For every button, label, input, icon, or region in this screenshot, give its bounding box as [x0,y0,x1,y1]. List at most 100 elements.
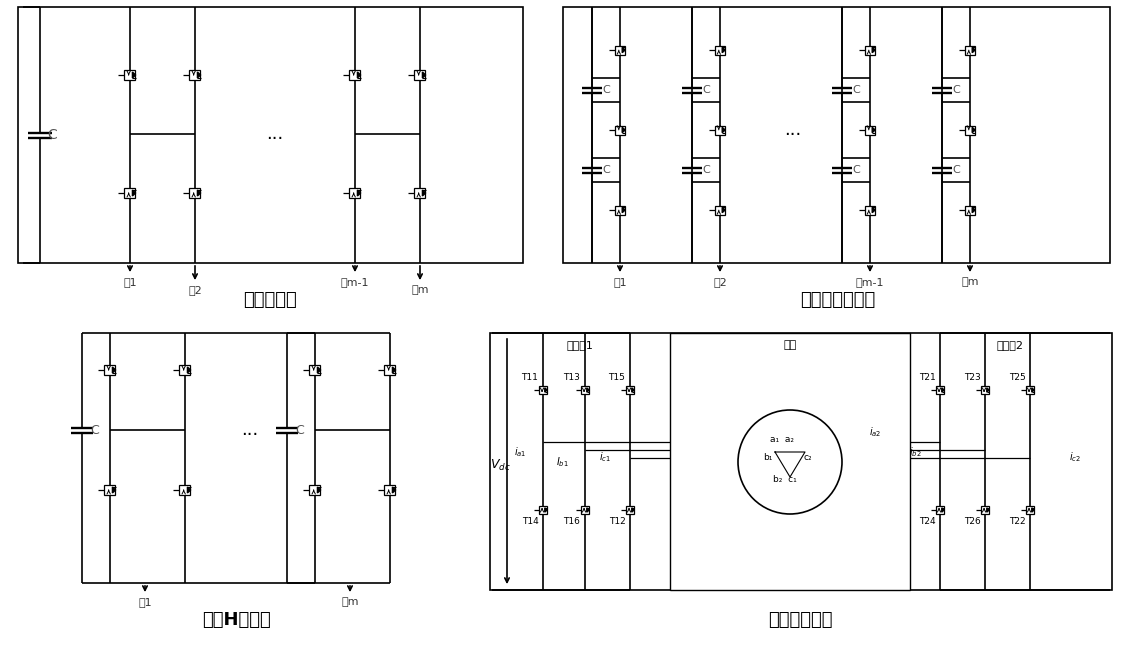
Text: 相m: 相m [962,277,978,287]
Text: T14: T14 [522,518,539,526]
Text: T25: T25 [1009,373,1026,382]
Bar [615,45,625,54]
Bar [965,205,975,214]
Polygon shape [422,72,425,78]
Bar [1026,386,1034,393]
Bar [981,386,988,393]
Text: 多相桥驱动: 多相桥驱动 [243,291,297,309]
Text: C: C [852,165,859,175]
Bar [715,205,725,214]
Text: C: C [852,85,859,95]
Text: a₁  a₂: a₁ a₂ [770,435,794,445]
Polygon shape [1032,388,1034,392]
Text: T16: T16 [563,518,580,526]
Bar [180,485,191,495]
Polygon shape [358,72,360,78]
Bar [125,188,136,198]
Polygon shape [393,487,396,493]
Bar [385,485,395,495]
Bar [190,188,201,198]
Bar [310,365,321,375]
Polygon shape [941,388,944,392]
Polygon shape [132,190,136,196]
Polygon shape [132,72,136,78]
Polygon shape [545,388,548,392]
Bar [865,205,875,214]
Polygon shape [187,367,191,373]
Polygon shape [632,388,634,392]
Polygon shape [623,127,625,133]
Text: C: C [953,85,960,95]
Text: ...: ... [241,421,259,439]
Bar [626,506,634,514]
Text: T11: T11 [522,373,539,382]
Bar [104,485,116,495]
Polygon shape [986,508,990,512]
Polygon shape [623,207,625,213]
Bar [865,126,875,135]
Text: T13: T13 [563,373,580,382]
Text: C: C [91,424,100,437]
Bar [125,70,136,80]
Polygon shape [623,47,625,52]
Text: 相1: 相1 [123,277,137,287]
Bar [670,333,910,590]
Bar [414,188,425,198]
Polygon shape [1032,508,1034,512]
Bar [615,205,625,214]
Bar [936,386,944,393]
Bar [490,333,1112,590]
Polygon shape [318,367,321,373]
Bar [414,70,425,80]
Polygon shape [723,47,725,52]
Text: T21: T21 [919,373,936,382]
Polygon shape [197,190,201,196]
Text: 多相多电平驱动: 多相多电平驱动 [800,291,875,309]
Text: 相1: 相1 [614,277,627,287]
Text: 电机: 电机 [783,340,797,350]
Text: c₂: c₂ [803,452,812,461]
Text: T12: T12 [608,518,625,526]
Polygon shape [422,190,425,196]
Text: C: C [603,85,610,95]
Text: C: C [603,165,610,175]
Text: C: C [47,128,57,142]
Polygon shape [197,72,201,78]
Bar [981,506,988,514]
Bar [385,365,395,375]
Text: 相m-1: 相m-1 [856,277,884,287]
Bar [581,386,589,393]
Text: 相2: 相2 [188,285,202,295]
Bar [310,485,321,495]
Polygon shape [587,388,589,392]
Polygon shape [112,367,116,373]
Bar [715,45,725,54]
Text: T15: T15 [608,373,625,382]
Text: C: C [295,424,304,437]
Bar [1026,506,1034,514]
Text: 相m: 相m [341,597,359,607]
Bar [539,386,548,393]
Text: 多逆变器驱动: 多逆变器驱动 [767,611,833,629]
Text: 逆变剸2: 逆变剸2 [996,340,1023,350]
Bar [539,506,548,514]
Text: $i_{c2}$: $i_{c2}$ [1069,450,1080,464]
Text: b₂  c₁: b₂ c₁ [773,476,797,485]
Bar [626,386,634,393]
Text: ...: ... [784,121,801,139]
Bar [190,70,201,80]
Text: T23: T23 [964,373,981,382]
Polygon shape [393,367,396,373]
Polygon shape [358,190,360,196]
Bar [615,126,625,135]
Bar [715,126,725,135]
Bar [936,506,944,514]
Text: 多相H桥驱动: 多相H桥驱动 [203,611,272,629]
Text: ...: ... [266,125,284,143]
Text: C: C [702,165,710,175]
Bar [965,45,975,54]
Polygon shape [986,388,990,392]
Bar [965,126,975,135]
Polygon shape [972,207,975,213]
Polygon shape [872,207,875,213]
